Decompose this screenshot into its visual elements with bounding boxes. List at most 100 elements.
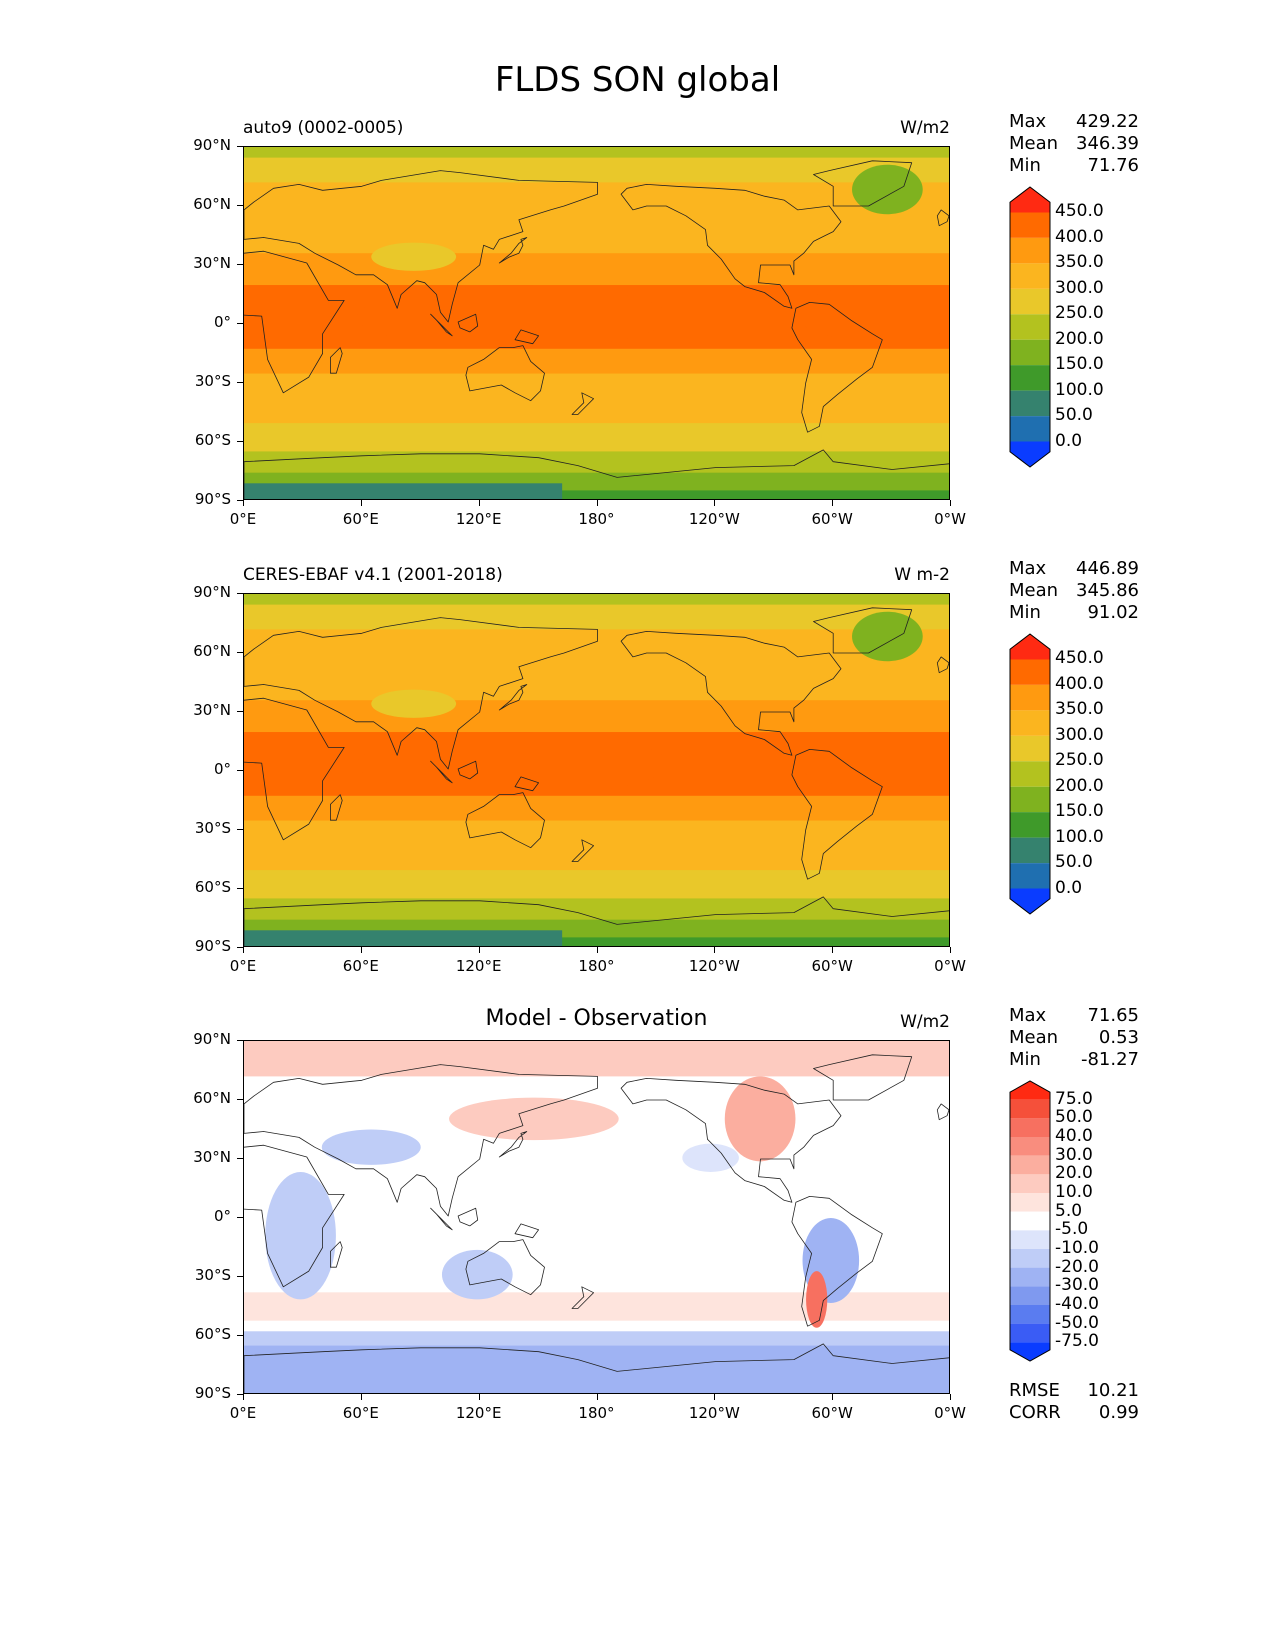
- greenland-region: [852, 611, 923, 662]
- xtick-mark: [832, 500, 834, 506]
- tibet-region: [371, 689, 457, 718]
- colorbar-segment: [1010, 339, 1050, 366]
- map-model: [243, 146, 950, 500]
- asia-blue: [321, 1129, 421, 1165]
- colorbar-label: 40.0: [1055, 1126, 1093, 1146]
- xtick-mark: [360, 500, 362, 506]
- stat-label: Min: [1009, 1049, 1041, 1070]
- stats-block: Max 446.89 Mean 345.86 Min 91.02: [1009, 558, 1139, 624]
- map-band: [244, 604, 949, 631]
- map-band: [244, 373, 949, 425]
- xtick-mark: [360, 1394, 362, 1400]
- ytick-label: 60°N: [193, 642, 231, 660]
- ytick-label: 0°: [213, 760, 231, 778]
- colorbar-segment: [1010, 237, 1050, 264]
- panel-left-label: auto9 (0002-0005): [243, 118, 404, 138]
- ytick-mark: [237, 1335, 243, 1336]
- ytick-label: 30°N: [193, 254, 231, 272]
- coastline: [457, 313, 479, 333]
- stat-row: RMSE 10.21: [1009, 1380, 1139, 1402]
- coastline: [244, 896, 949, 946]
- colorbar-segment: [1010, 416, 1050, 442]
- panel-units: W/m2: [900, 118, 950, 138]
- coastline: [457, 1207, 479, 1227]
- pacific-blue: [682, 1143, 739, 1172]
- ytick-label: 90°N: [193, 136, 231, 154]
- colorbar-label: 350.0: [1055, 699, 1104, 720]
- panel-center-label: Model - Observation: [485, 1006, 708, 1031]
- map-band: [244, 147, 949, 159]
- xtick-label: 60°E: [342, 510, 379, 528]
- colorbar-segment: [1010, 1118, 1050, 1137]
- coastline: [936, 209, 949, 227]
- colorbar-label: 0.0: [1055, 430, 1083, 451]
- xtick-label: 0°E: [229, 510, 257, 528]
- xtick-label: 60°E: [342, 957, 379, 975]
- colorbar-label: 75.0: [1055, 1088, 1093, 1109]
- stat-label: Mean: [1009, 133, 1059, 154]
- colorbar-segment: [1010, 1286, 1050, 1305]
- stat-row: Max 446.89: [1009, 558, 1139, 580]
- stat-row: Min -81.27: [1009, 1049, 1139, 1071]
- colorbar-segment: [1010, 735, 1050, 762]
- coastline: [244, 697, 345, 841]
- coastline: [244, 250, 345, 394]
- ytick-mark: [237, 711, 243, 712]
- ytick-mark: [237, 1099, 243, 1100]
- colorbar-segment: [1010, 634, 1050, 660]
- colorbar-label: -40.0: [1055, 1294, 1099, 1314]
- colorbar-segment: [1010, 659, 1050, 685]
- colorbar-label: 250.0: [1055, 750, 1104, 771]
- stat-value: -81.27: [1080, 1049, 1139, 1070]
- xtick-mark: [832, 1394, 834, 1400]
- arctic-band: [244, 1041, 949, 1077]
- xtick-label: 0°W: [934, 1404, 966, 1422]
- stat-label: Mean: [1009, 580, 1059, 601]
- colorbar-label: 0.0: [1055, 877, 1083, 898]
- panel-units: W/m2: [900, 1012, 950, 1032]
- ytick-mark: [237, 500, 243, 501]
- siberia-red: [449, 1097, 619, 1141]
- ytick-mark: [237, 1158, 243, 1159]
- antarctic-plateau: [244, 930, 563, 946]
- coastline: [813, 1054, 913, 1101]
- xtick-mark: [243, 1394, 244, 1400]
- coastline: [244, 1144, 345, 1288]
- colorbar-segment: [1010, 1081, 1050, 1100]
- ytick-label: 30°S: [194, 1266, 231, 1284]
- colorbar-label: 400.0: [1055, 673, 1104, 694]
- colorbar-label: 300.0: [1055, 277, 1104, 298]
- colorbar-segment: [1010, 1323, 1050, 1343]
- coastline: [571, 392, 595, 415]
- coastline: [514, 776, 540, 792]
- colorbar-segment: [1010, 1342, 1050, 1361]
- coastline: [514, 1223, 540, 1239]
- rockies-red: [724, 1076, 796, 1162]
- colorbar-segment: [1010, 761, 1050, 787]
- africa-blue: [265, 1171, 336, 1300]
- greenland-region: [852, 164, 923, 215]
- map-band: [244, 898, 949, 921]
- map-band: [244, 423, 949, 453]
- stat-value: 91.02: [1087, 602, 1139, 623]
- coastline: [430, 313, 453, 337]
- map-band: [244, 937, 949, 946]
- ytick-label: 30°N: [193, 1148, 231, 1166]
- xtick-label: 0°E: [229, 1404, 257, 1422]
- xtick-mark: [950, 1394, 951, 1400]
- stat-value: 345.86: [1076, 580, 1139, 601]
- colorbar-segment: [1010, 684, 1050, 711]
- coastline: [330, 794, 343, 821]
- coastline: [813, 160, 913, 207]
- colorbar-label: 250.0: [1055, 303, 1104, 324]
- colorbar-label: 350.0: [1055, 252, 1104, 273]
- xtick-label: 0°W: [934, 957, 966, 975]
- colorbar-label: 200.0: [1055, 775, 1104, 796]
- coastline: [430, 760, 453, 784]
- colorbar-label: 5.0: [1055, 1200, 1083, 1221]
- stat-row: Mean 345.86: [1009, 580, 1139, 602]
- coastline: [244, 1343, 949, 1393]
- colorbar-label: -20.0: [1055, 1256, 1099, 1277]
- ytick-mark: [237, 264, 243, 265]
- xtick-label: 180°: [578, 957, 615, 975]
